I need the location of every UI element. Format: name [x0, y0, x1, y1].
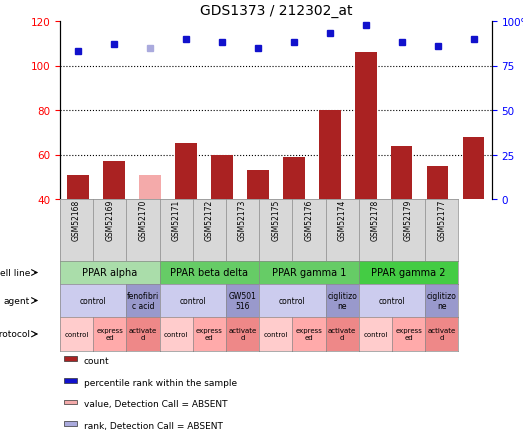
Text: activate
d: activate d: [229, 328, 257, 341]
Text: GSM52174: GSM52174: [338, 200, 347, 241]
Text: ciglitizo
ne: ciglitizo ne: [427, 291, 457, 310]
Text: agent: agent: [4, 296, 30, 305]
Bar: [283, 158, 304, 200]
Text: GSM52176: GSM52176: [304, 200, 313, 241]
Text: PPAR beta delta: PPAR beta delta: [170, 268, 248, 278]
Text: cell line: cell line: [0, 268, 30, 277]
Text: rank, Detection Call = ABSENT: rank, Detection Call = ABSENT: [84, 421, 223, 430]
Text: express
ed: express ed: [295, 328, 323, 341]
Bar: [64, 378, 77, 383]
Text: GSM52178: GSM52178: [371, 200, 380, 241]
Bar: [139, 175, 161, 200]
Text: express
ed: express ed: [395, 328, 422, 341]
Text: GSM52168: GSM52168: [72, 200, 81, 241]
Text: GSM52170: GSM52170: [139, 200, 147, 241]
Text: activate
d: activate d: [129, 328, 157, 341]
Text: count: count: [84, 356, 109, 365]
Text: PPAR gamma 2: PPAR gamma 2: [371, 268, 446, 278]
Text: control: control: [80, 296, 107, 305]
Text: control: control: [164, 331, 188, 337]
Bar: [427, 166, 448, 200]
Bar: [211, 155, 233, 200]
Text: PPAR gamma 1: PPAR gamma 1: [272, 268, 346, 278]
Text: control: control: [279, 296, 306, 305]
Text: percentile rank within the sample: percentile rank within the sample: [84, 378, 237, 387]
Bar: [67, 175, 89, 200]
Bar: [391, 146, 413, 200]
Text: GSM52172: GSM52172: [205, 200, 214, 241]
Bar: [319, 111, 340, 200]
Bar: [64, 421, 77, 426]
Bar: [64, 400, 77, 404]
Text: GSM52173: GSM52173: [238, 200, 247, 241]
Title: GDS1373 / 212302_at: GDS1373 / 212302_at: [200, 4, 352, 18]
Text: value, Detection Call = ABSENT: value, Detection Call = ABSENT: [84, 399, 227, 408]
Bar: [64, 357, 77, 362]
Text: GSM52171: GSM52171: [172, 200, 181, 241]
Text: express
ed: express ed: [96, 328, 123, 341]
Text: protocol: protocol: [0, 330, 30, 339]
Text: control: control: [64, 331, 89, 337]
Text: control: control: [179, 296, 206, 305]
Text: activate
d: activate d: [428, 328, 456, 341]
Bar: [103, 162, 125, 200]
Text: PPAR alpha: PPAR alpha: [82, 268, 138, 278]
Text: control: control: [363, 331, 388, 337]
Text: GSM52169: GSM52169: [105, 200, 115, 241]
Bar: [175, 144, 197, 200]
Text: ciglitizo
ne: ciglitizo ne: [327, 291, 357, 310]
Text: GSM52177: GSM52177: [437, 200, 446, 241]
Text: GW501
516: GW501 516: [229, 291, 257, 310]
Bar: [463, 138, 484, 200]
Text: activate
d: activate d: [328, 328, 356, 341]
Text: fenofibri
c acid: fenofibri c acid: [127, 291, 159, 310]
Text: control: control: [264, 331, 288, 337]
Text: express
ed: express ed: [196, 328, 223, 341]
Text: GSM52175: GSM52175: [271, 200, 280, 241]
Text: control: control: [379, 296, 405, 305]
Text: GSM52179: GSM52179: [404, 200, 413, 241]
Bar: [247, 171, 269, 200]
Bar: [355, 53, 377, 200]
